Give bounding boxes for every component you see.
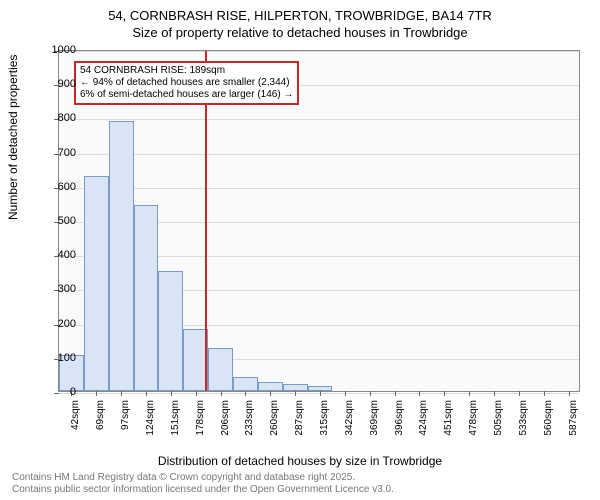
gridline: [59, 188, 579, 189]
annotation-line2: ← 94% of detached houses are smaller (2,…: [80, 77, 293, 89]
y-tick-label: 200: [46, 318, 76, 330]
histogram-bar: [208, 348, 233, 391]
y-tick-label: 600: [46, 181, 76, 193]
x-tick-label: 178sqm: [195, 400, 206, 450]
histogram-bar: [283, 384, 308, 391]
y-tick-label: 300: [46, 283, 76, 295]
histogram-bar: [158, 271, 183, 391]
y-tick-label: 400: [46, 249, 76, 261]
gridline: [59, 154, 579, 155]
chart-title: 54, CORNBRASH RISE, HILPERTON, TROWBRIDG…: [0, 0, 600, 42]
histogram-bar: [134, 205, 159, 391]
y-tick-label: 500: [46, 215, 76, 227]
x-tick-label: 260sqm: [269, 400, 280, 450]
histogram-bar: [233, 377, 258, 391]
x-tick-label: 342sqm: [344, 400, 355, 450]
y-tick-label: 1000: [46, 44, 76, 56]
gridline: [59, 119, 579, 120]
annotation-line3: 6% of semi-detached houses are larger (1…: [80, 89, 293, 101]
x-tick-label: 42sqm: [70, 400, 81, 450]
x-tick-label: 560sqm: [543, 400, 554, 450]
x-tick-label: 424sqm: [418, 400, 429, 450]
x-tick-label: 369sqm: [369, 400, 380, 450]
footer-line2: Contains public sector information licen…: [12, 484, 394, 496]
x-tick-label: 287sqm: [294, 400, 305, 450]
x-axis-label: Distribution of detached houses by size …: [0, 454, 600, 468]
x-tick-label: 206sqm: [220, 400, 231, 450]
x-tick-label: 478sqm: [468, 400, 479, 450]
x-tick-label: 315sqm: [319, 400, 330, 450]
footer-line1: Contains HM Land Registry data © Crown c…: [12, 472, 394, 484]
x-tick-label: 505sqm: [493, 400, 504, 450]
y-tick-label: 700: [46, 147, 76, 159]
histogram-bar: [258, 382, 283, 391]
title-line1: 54, CORNBRASH RISE, HILPERTON, TROWBRIDG…: [0, 8, 600, 25]
annotation-line1: 54 CORNBRASH RISE: 189sqm: [80, 65, 293, 77]
title-line2: Size of property relative to detached ho…: [0, 25, 600, 42]
y-tick-label: 0: [46, 386, 76, 398]
y-tick-label: 800: [46, 112, 76, 124]
x-tick-label: 233sqm: [244, 400, 255, 450]
x-tick-label: 97sqm: [120, 400, 131, 450]
x-tick-label: 533sqm: [518, 400, 529, 450]
footer-attribution: Contains HM Land Registry data © Crown c…: [12, 472, 394, 496]
x-tick-label: 451sqm: [443, 400, 454, 450]
gridline: [59, 393, 579, 394]
annotation-box: 54 CORNBRASH RISE: 189sqm← 94% of detach…: [74, 61, 299, 105]
histogram-bar: [109, 121, 134, 391]
histogram-bar: [84, 176, 109, 391]
gridline: [59, 51, 579, 52]
x-tick-label: 124sqm: [145, 400, 156, 450]
chart-plot-area: 54 CORNBRASH RISE: 189sqm← 94% of detach…: [58, 50, 580, 392]
x-tick-label: 587sqm: [568, 400, 579, 450]
x-tick-label: 151sqm: [170, 400, 181, 450]
x-tick-label: 69sqm: [95, 400, 106, 450]
y-tick-label: 100: [46, 352, 76, 364]
y-axis-label: Number of detached properties: [6, 55, 20, 220]
y-tick-label: 900: [46, 78, 76, 90]
x-tick-label: 396sqm: [394, 400, 405, 450]
